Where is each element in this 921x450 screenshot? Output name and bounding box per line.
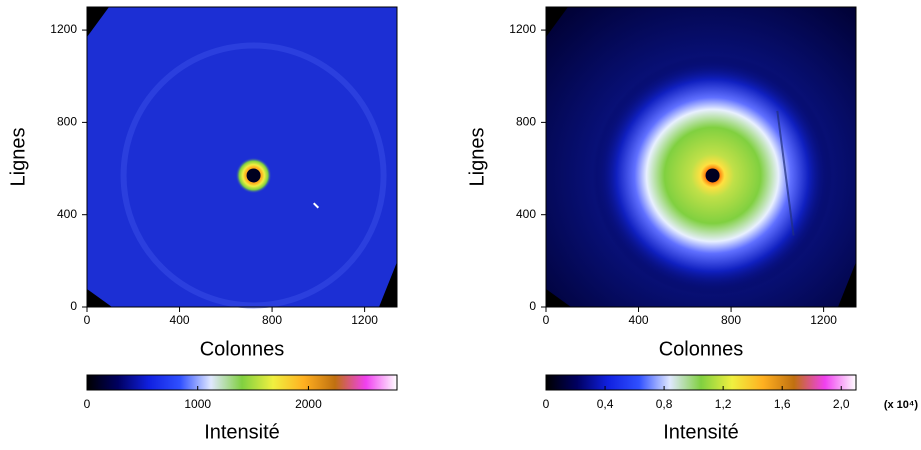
y-axis-label: Lignes [7, 128, 29, 187]
colorbar-label: Intensité [204, 421, 280, 443]
y-tick-label: 0 [529, 299, 536, 313]
x-tick-label: 1200 [351, 313, 378, 327]
colorbar-label: Intensité [663, 421, 739, 443]
x-tick-label: 1200 [810, 313, 837, 327]
colorbar-tick-label: 1,2 [715, 397, 732, 411]
x-tick-label: 800 [262, 313, 282, 327]
y-tick-label: 800 [57, 115, 77, 129]
colorbar-tick-label: 1000 [184, 397, 211, 411]
x-tick-label: 800 [721, 313, 741, 327]
colorbar-unit: (x 10⁴) [884, 399, 919, 411]
colorbar-tick-label: 0 [543, 397, 550, 411]
mask-corner [379, 262, 397, 307]
colorbar-tick-label: 0 [84, 397, 91, 411]
plot-frame [86, 6, 398, 308]
mask-corner [546, 289, 571, 307]
beamstop [705, 168, 720, 183]
mask-corner [838, 262, 856, 307]
y-tick-label: 800 [516, 115, 536, 129]
y-tick-label: 400 [57, 207, 77, 221]
y-tick-label: 1200 [50, 22, 77, 36]
x-tick-label: 400 [629, 313, 649, 327]
colorbar [545, 374, 857, 391]
colorbar [86, 374, 398, 391]
colorbar-tick-label: 1,6 [774, 397, 791, 411]
x-tick-label: 0 [543, 313, 550, 327]
ring [120, 42, 387, 309]
plot-frame [545, 6, 857, 308]
beamstop [246, 168, 261, 183]
colorbar-tick-label: 0,4 [597, 397, 614, 411]
y-axis-label: Lignes [466, 128, 488, 187]
x-tick-label: 0 [84, 313, 91, 327]
shadow [776, 110, 795, 236]
colorbar-tick-label: 0,8 [656, 397, 673, 411]
x-tick-label: 400 [170, 313, 190, 327]
y-tick-label: 400 [516, 207, 536, 221]
streak [313, 202, 320, 209]
mask-corner [546, 7, 568, 37]
x-axis-label: Colonnes [200, 338, 285, 360]
mask-corner [87, 7, 109, 37]
mask-corner [87, 289, 112, 307]
y-tick-label: 1200 [509, 22, 536, 36]
colorbar-tick-label: 2000 [295, 397, 322, 411]
colorbar-tick-label: 2,0 [833, 397, 850, 411]
image [87, 7, 397, 307]
y-tick-label: 0 [70, 299, 77, 313]
x-axis-label: Colonnes [659, 338, 744, 360]
